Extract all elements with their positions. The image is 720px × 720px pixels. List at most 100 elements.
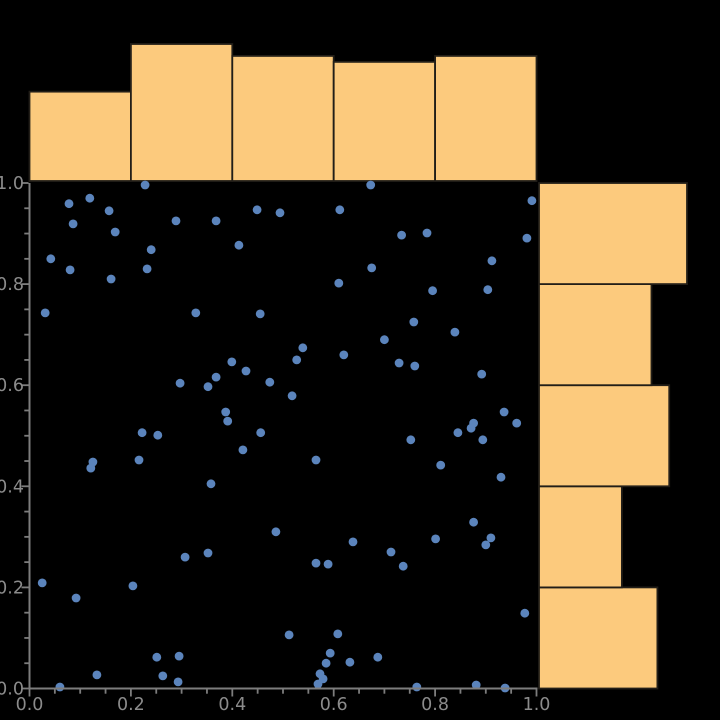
scatter-point (128, 581, 138, 591)
marginal-y-histogram-bar (538, 485, 623, 589)
scatter-point (380, 335, 389, 345)
marginal-x-histogram-bar (332, 60, 437, 182)
scatter-point (409, 317, 419, 327)
scatter-point (469, 517, 478, 527)
x-tick-label: 0.6 (320, 695, 348, 715)
marginal-x-histogram-bar (434, 55, 538, 182)
scatter-point (252, 205, 262, 215)
x-tick-label: 0.4 (218, 695, 246, 715)
scatter-point (203, 548, 213, 558)
scatter-point (311, 455, 321, 465)
marginal-y-histogram-bar (538, 586, 659, 690)
scatter-point (335, 205, 345, 215)
scatter-point (221, 407, 231, 417)
scatter-point (255, 309, 265, 319)
scatter-point (520, 608, 530, 618)
scatter-point (339, 350, 349, 360)
scatter-point (397, 230, 406, 240)
scatter-point (333, 629, 343, 639)
scatter-point (313, 679, 323, 689)
scatter-point (140, 180, 150, 190)
scatter-point (46, 254, 56, 264)
scatter-point (37, 578, 47, 588)
scatter-point (499, 407, 509, 417)
scatter-point (292, 355, 302, 365)
scatter-point (477, 369, 487, 379)
x-tick-label: 1.0 (523, 695, 551, 715)
scatter-point (241, 366, 251, 376)
scatter-point (152, 652, 162, 662)
scatter-point (175, 378, 185, 388)
scatter-point (466, 423, 476, 433)
scatter-point (55, 682, 65, 692)
scatter-point (453, 428, 463, 438)
y-tick-label: 0.0 (0, 680, 24, 700)
scatter-point (428, 286, 437, 296)
scatter-point (483, 285, 493, 295)
marginal-x-histogram-bar (28, 90, 132, 182)
scatter-point (158, 671, 168, 681)
scatter-point (522, 233, 532, 243)
scatter-point (40, 308, 50, 318)
scatter-point (171, 216, 181, 226)
x-tick-label: 0.0 (16, 695, 44, 715)
scatter-point (436, 460, 446, 470)
scatter-point (406, 435, 416, 445)
scatter-point (256, 428, 266, 438)
scatter-point (110, 227, 120, 237)
scatter-point (191, 308, 201, 318)
scatter-point (146, 245, 156, 255)
scatter-point (104, 206, 114, 216)
scatter-point (422, 228, 432, 238)
scatter-point (68, 219, 78, 229)
scatter-point (85, 193, 95, 203)
scatter-point (487, 256, 497, 266)
marginal-y-histogram-bar (538, 283, 653, 387)
scatter-point (203, 382, 213, 392)
scatter-point (106, 274, 116, 284)
scatter-point (206, 479, 216, 489)
scatter-point (527, 196, 537, 206)
scatter-point (345, 657, 355, 667)
scatter-point (173, 677, 183, 687)
y-tick-label: 0.2 (0, 578, 24, 598)
scatter-point (367, 263, 377, 273)
scatter-point (398, 561, 408, 571)
x-tick-label: 0.8 (421, 695, 449, 715)
scatter-point (234, 240, 244, 250)
scatter-point (287, 391, 297, 401)
y-tick-label: 0.8 (0, 275, 24, 295)
scatter-point (275, 208, 285, 218)
scatter-point (271, 527, 281, 537)
scatter-point (211, 372, 221, 382)
marginal-x-histogram-bar (231, 55, 335, 182)
scatter-point (298, 343, 308, 353)
scatter-point (64, 199, 74, 209)
scatter-point (410, 361, 420, 371)
scatter-point (348, 537, 358, 547)
scatter-point (325, 648, 335, 658)
marginal-y-histogram-bar (538, 182, 688, 285)
scatter-point (431, 534, 440, 544)
scatter-point (323, 559, 333, 569)
scatter-point (65, 265, 75, 275)
scatter-point (142, 264, 152, 274)
scatter-point (486, 533, 496, 543)
y-tick-label: 1.0 (0, 174, 24, 194)
scatter-point (366, 180, 376, 190)
scatter-point (450, 327, 460, 337)
scatter-point (174, 651, 184, 661)
scatter-point (496, 472, 506, 482)
scatter-point (334, 278, 344, 288)
y-tick-label: 0.4 (0, 477, 24, 497)
scatter-point (321, 658, 331, 668)
scatter-point (86, 463, 96, 473)
scatter-point (373, 652, 383, 662)
scatter-point (134, 455, 144, 465)
scatter-point (478, 435, 488, 445)
marginal-y-histogram-bar (538, 384, 671, 488)
marginal-x-histogram-bar (129, 43, 234, 182)
scatter-point (265, 377, 275, 387)
scatter-point (386, 547, 396, 557)
